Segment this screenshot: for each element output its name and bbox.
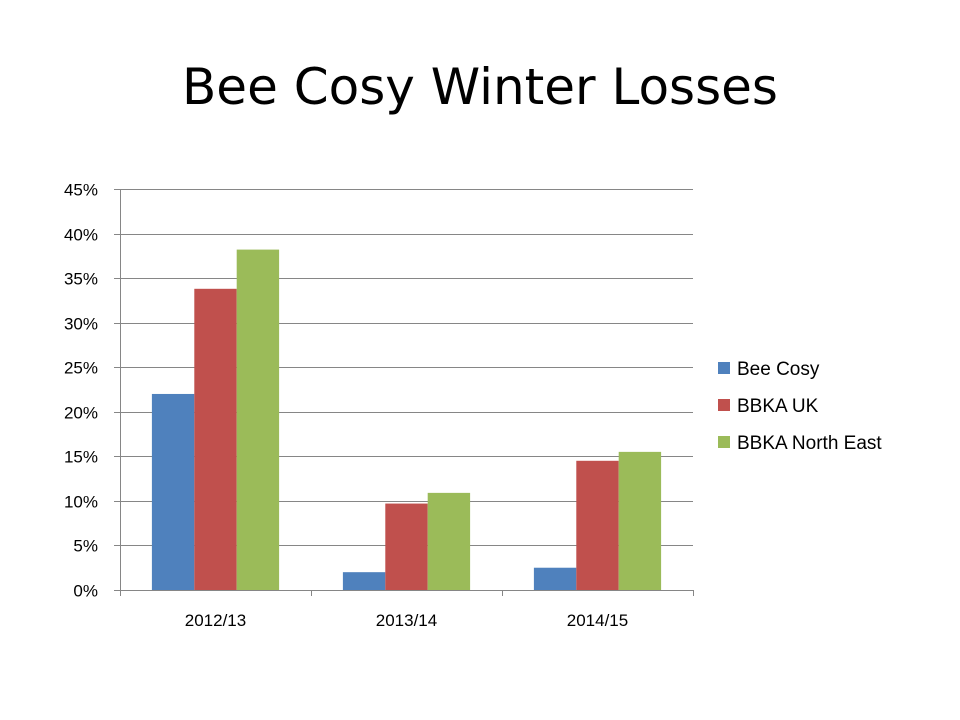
bar-bbka-uk-2013-14: [385, 503, 428, 590]
y-tick-label: 40%: [64, 226, 98, 245]
legend-label: BBKA North East: [737, 433, 882, 454]
chart-title: Bee Cosy Winter Losses: [182, 58, 778, 116]
bar-bbka-north-east-2013-14: [427, 492, 471, 590]
bars: [151, 249, 662, 590]
y-tick-label: 30%: [64, 315, 98, 334]
legend: Bee Cosy BBKA UK BBKA North East: [718, 359, 882, 454]
bar-bee-cosy-2014-15: [533, 567, 577, 590]
bar-bbka-north-east-2014-15: [618, 451, 662, 590]
bar-bbka-uk-2012-13: [194, 288, 237, 590]
x-tick-label: 2014/15: [567, 611, 628, 630]
y-tick-label: 25%: [64, 359, 98, 378]
y-tick-label: 10%: [64, 493, 98, 512]
bar-bbka-north-east-2012-13: [236, 249, 280, 590]
legend-label: BBKA UK: [737, 396, 819, 417]
legend-swatch: [718, 399, 730, 411]
y-tick-label: 15%: [64, 448, 98, 467]
y-tick-label: 20%: [64, 404, 98, 423]
legend-label: Bee Cosy: [737, 359, 820, 380]
bar-bbka-uk-2014-15: [576, 460, 619, 590]
x-tick-label: 2013/14: [376, 611, 437, 630]
y-tick-label: 0%: [73, 582, 98, 601]
y-tick-label: 35%: [64, 270, 98, 289]
y-tick-label: 5%: [73, 537, 98, 556]
x-tick-label: 2012/13: [185, 611, 246, 630]
x-axis-ticks: 2012/13 2013/14 2014/15: [185, 611, 628, 630]
bar-bee-cosy-2013-14: [342, 572, 386, 590]
bar-bee-cosy-2012-13: [151, 393, 195, 590]
y-axis-ticks: 0% 5% 10% 15% 20% 25% 30% 35% 40% 45%: [64, 181, 98, 601]
axes: [114, 189, 694, 596]
legend-swatch: [718, 436, 730, 448]
legend-swatch: [718, 362, 730, 374]
y-tick-label: 45%: [64, 181, 98, 200]
